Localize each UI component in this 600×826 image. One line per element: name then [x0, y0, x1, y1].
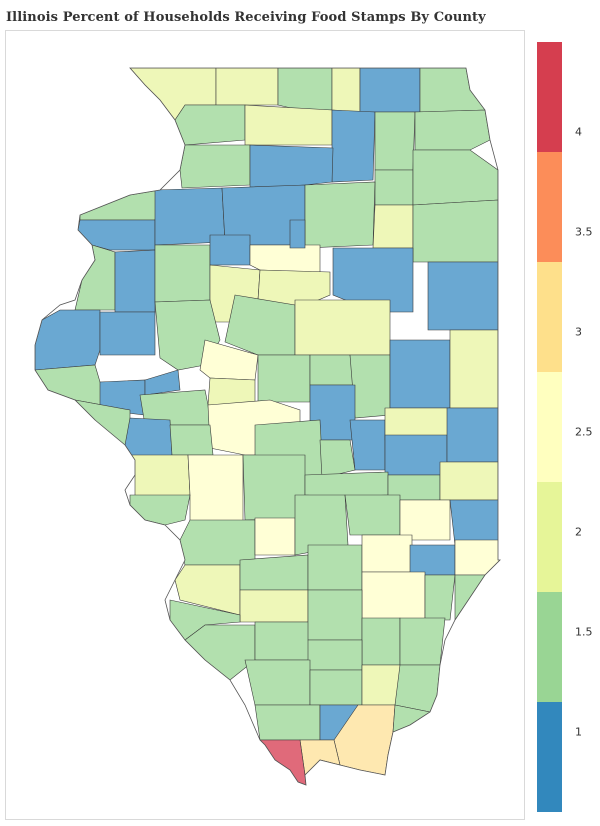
county-region	[249, 244, 321, 273]
county-region	[114, 249, 156, 313]
county-region	[179, 144, 251, 189]
county-region	[454, 539, 500, 576]
county-region	[209, 234, 251, 266]
county-region	[131, 454, 191, 501]
county-region	[254, 517, 296, 556]
county-region	[207, 377, 256, 406]
county-region	[349, 419, 386, 471]
county-region	[374, 169, 414, 206]
legend-swatch	[537, 42, 562, 152]
county-region	[254, 621, 311, 661]
county-region	[332, 247, 414, 313]
legend-swatch	[537, 702, 562, 812]
legend-tick-label: 2.5	[575, 425, 593, 439]
county-region	[349, 354, 391, 419]
county-region	[74, 244, 116, 311]
county-region	[384, 434, 448, 476]
legend-swatch	[537, 482, 562, 592]
county-region	[359, 68, 421, 113]
county-region	[419, 68, 486, 113]
county-region	[277, 68, 333, 111]
county-region	[244, 104, 333, 146]
county-region	[224, 294, 296, 356]
legend-tick-label: 1	[575, 725, 582, 739]
county-region	[124, 417, 173, 461]
county-region	[239, 589, 309, 623]
county-region	[309, 669, 363, 706]
county-region	[399, 499, 451, 541]
county-region	[244, 659, 311, 706]
map-title: Illinois Percent of Households Receiving…	[6, 10, 486, 25]
county-region	[299, 739, 341, 776]
county-region	[215, 68, 279, 106]
county-region	[331, 109, 376, 183]
county-region	[154, 244, 211, 303]
county-region	[389, 339, 451, 409]
county-region	[361, 664, 401, 706]
county-region	[254, 704, 321, 741]
county-region	[427, 261, 499, 331]
county-region	[307, 639, 363, 671]
county-region	[79, 189, 161, 221]
county-region	[449, 329, 499, 409]
county-region	[187, 454, 244, 523]
county-region	[129, 494, 191, 526]
county-region	[414, 109, 491, 151]
county-region	[294, 299, 391, 356]
state-outline	[34, 67, 501, 786]
county-region	[319, 439, 356, 479]
county-region	[344, 494, 401, 536]
county-region	[449, 499, 500, 546]
county-region	[412, 149, 499, 206]
map-frame	[5, 30, 525, 820]
county-region	[361, 571, 426, 621]
legend-swatch	[537, 152, 562, 262]
county-region	[35, 309, 101, 371]
county-region	[249, 144, 334, 189]
county-region	[309, 354, 356, 386]
county-region	[424, 574, 456, 621]
county-region	[239, 554, 309, 591]
county-region	[372, 204, 414, 249]
color-legend	[537, 42, 562, 812]
county-region	[374, 111, 416, 171]
county-region	[99, 311, 156, 356]
county-region	[409, 544, 456, 576]
county-region	[304, 181, 376, 249]
legend-swatch	[537, 262, 562, 372]
county-region	[77, 219, 156, 251]
county-region	[307, 544, 363, 591]
county-region	[304, 471, 389, 498]
county-region	[439, 461, 499, 501]
county-region	[399, 617, 446, 666]
county-region	[289, 219, 306, 249]
county-region	[169, 424, 214, 456]
county-region	[412, 199, 499, 263]
county-region	[361, 534, 413, 573]
county-region	[74, 399, 131, 471]
county-region	[259, 739, 307, 785]
legend-tick-label: 4	[575, 125, 582, 139]
county-region	[257, 354, 311, 403]
county-region	[307, 589, 363, 641]
county-region	[361, 617, 401, 666]
county-region	[179, 519, 256, 566]
legend-tick-label: 2	[575, 525, 582, 539]
legend-swatch	[537, 592, 562, 702]
legend-swatch	[537, 372, 562, 482]
legend-tick-label: 3	[575, 325, 582, 339]
county-region	[446, 407, 499, 463]
county-region	[144, 369, 181, 396]
county-region	[174, 104, 246, 146]
legend-tick-label: 1.5	[575, 625, 593, 639]
legend-tick-label: 3.5	[575, 225, 593, 239]
county-fills	[35, 68, 500, 785]
county-region	[331, 68, 361, 113]
